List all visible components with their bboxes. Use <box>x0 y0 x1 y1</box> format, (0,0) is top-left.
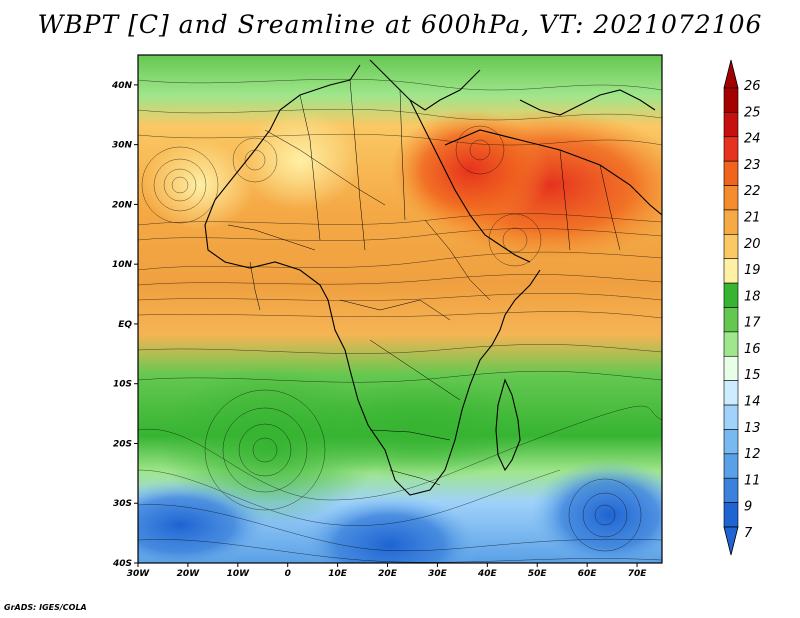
colorbar-swatch <box>723 355 739 381</box>
colorbar: 26 25 24 23 22 21 20 19 18 17 16 15 14 13 12 11 9 7 <box>723 59 761 556</box>
colorbar-swatch <box>723 502 739 528</box>
colorbar-label: 26 <box>744 79 761 94</box>
lat-label: 10N <box>112 260 133 270</box>
grads-credit: GrADS: IGES/COLA <box>4 603 87 612</box>
colorbar-label: 9 <box>744 500 752 515</box>
lon-label: 20E <box>378 569 398 579</box>
lon-label: 10E <box>328 569 348 579</box>
lon-label: 30E <box>428 569 448 579</box>
colorbar-swatch <box>723 282 739 308</box>
colorbar-label: 24 <box>744 132 761 147</box>
colorbar-label: 23 <box>744 158 761 173</box>
colorbar-swatch <box>723 477 739 503</box>
colorbar-label: 22 <box>744 184 761 199</box>
lat-label: EQ <box>118 320 132 330</box>
colorbar-label: 13 <box>744 421 761 436</box>
colorbar-label: 14 <box>744 395 761 410</box>
colorbar-label: 12 <box>744 447 761 462</box>
colorbar-swatch <box>723 380 739 406</box>
lon-label: 50E <box>528 569 548 579</box>
lon-label: 20W <box>177 569 201 579</box>
lat-label: 20S <box>113 439 132 449</box>
colorbar-label: 18 <box>744 289 761 304</box>
plot-frame <box>137 54 663 564</box>
colorbar-swatch <box>723 234 739 260</box>
colorbar-swatch <box>723 429 739 455</box>
colorbar-top-arrow <box>723 59 739 89</box>
longitude-axis: 30W 20W 10W 0 10E 20E 30E 40E 50E 60E 70E <box>127 563 647 579</box>
lat-label: 30N <box>112 141 133 151</box>
colorbar-bottom-arrow <box>723 526 739 556</box>
lat-label: 40N <box>111 81 133 91</box>
colorbar-swatch <box>723 112 739 138</box>
colorbar-swatch <box>723 331 739 357</box>
colorbar-swatch <box>723 404 739 430</box>
colorbar-swatch <box>723 136 739 162</box>
lon-label: 70E <box>628 569 648 579</box>
colorbar-label: 21 <box>744 210 761 225</box>
lat-label: 30S <box>113 499 132 509</box>
streamlines <box>138 78 662 563</box>
colorbar-label: 19 <box>744 263 761 278</box>
latitude-axis: 40N 30N 20N 10N EQ 10S 20S 30S 40S <box>111 81 138 569</box>
lat-label: 20N <box>112 200 133 210</box>
map-field <box>138 55 662 563</box>
colorbar-swatch <box>723 453 739 479</box>
colorbar-swatch <box>723 209 739 235</box>
colorbar-label: 7 <box>744 526 753 541</box>
colorbar-label: 15 <box>744 368 761 383</box>
colorbar-label: 16 <box>744 342 761 357</box>
colorbar-swatch <box>723 87 739 113</box>
map-title: WBPT [C] and Sreamline at 600hPa, VT: 20… <box>37 10 763 39</box>
country-borders <box>227 79 621 486</box>
colorbar-label: 11 <box>744 473 761 488</box>
lat-label: 10S <box>113 380 132 390</box>
colorbar-swatch <box>723 258 739 284</box>
colorbar-label: 20 <box>744 237 761 252</box>
lon-label: 10W <box>227 569 251 579</box>
colorbar-label: 17 <box>744 316 761 331</box>
lon-label: 0 <box>285 569 291 579</box>
lon-label: 60E <box>578 569 598 579</box>
colorbar-swatch <box>723 307 739 333</box>
colorbar-swatch <box>723 160 739 186</box>
coastlines <box>204 59 662 496</box>
lat-label: 40S <box>112 559 132 569</box>
lon-label: 30W <box>127 569 151 579</box>
colorbar-swatch <box>723 185 739 211</box>
colorbar-label: 25 <box>744 105 761 120</box>
lon-label: 40E <box>477 569 498 579</box>
